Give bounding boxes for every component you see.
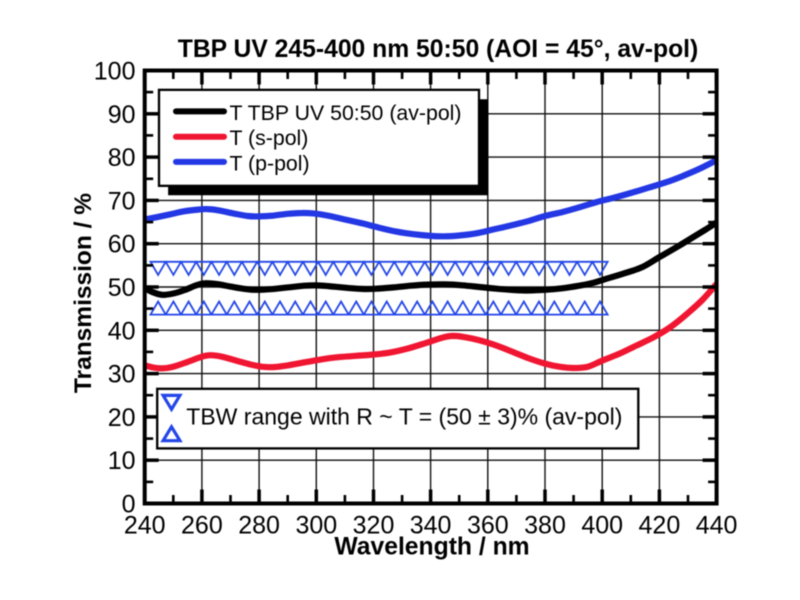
svg-text:0: 0 <box>122 491 136 519</box>
svg-text:TBW range with R ~ T = (50 ± 3: TBW range with R ~ T = (50 ± 3)% (av-pol… <box>186 404 622 430</box>
svg-text:400: 400 <box>581 512 623 540</box>
svg-text:300: 300 <box>295 512 337 540</box>
svg-text:20: 20 <box>108 404 136 432</box>
svg-text:50: 50 <box>108 274 136 302</box>
svg-text:360: 360 <box>467 512 509 540</box>
svg-text:420: 420 <box>639 512 681 540</box>
svg-text:T TBP UV 50:50 (av-pol): T TBP UV 50:50 (av-pol) <box>230 101 462 125</box>
svg-text:260: 260 <box>181 512 223 540</box>
svg-text:Transmission / %: Transmission / % <box>70 193 97 393</box>
svg-text:280: 280 <box>238 512 280 540</box>
svg-text:30: 30 <box>108 361 136 389</box>
svg-text:Wavelength / nm: Wavelength / nm <box>334 534 529 561</box>
svg-text:70: 70 <box>108 187 136 215</box>
svg-text:10: 10 <box>108 447 136 475</box>
svg-text:T (p-pol): T (p-pol) <box>230 151 310 175</box>
svg-text:TBP UV 245-400 nm 50:50 (AOI =: TBP UV 245-400 nm 50:50 (AOI = 45°, av-p… <box>178 36 699 63</box>
svg-text:80: 80 <box>108 144 136 172</box>
svg-text:380: 380 <box>524 512 566 540</box>
svg-text:40: 40 <box>108 317 136 345</box>
svg-text:90: 90 <box>108 101 136 129</box>
svg-text:60: 60 <box>108 231 136 259</box>
svg-text:240: 240 <box>124 512 166 540</box>
svg-text:440: 440 <box>696 512 738 540</box>
svg-text:100: 100 <box>94 58 136 86</box>
svg-text:340: 340 <box>410 512 452 540</box>
svg-text:T (s-pol): T (s-pol) <box>230 126 309 150</box>
svg-text:320: 320 <box>353 512 395 540</box>
